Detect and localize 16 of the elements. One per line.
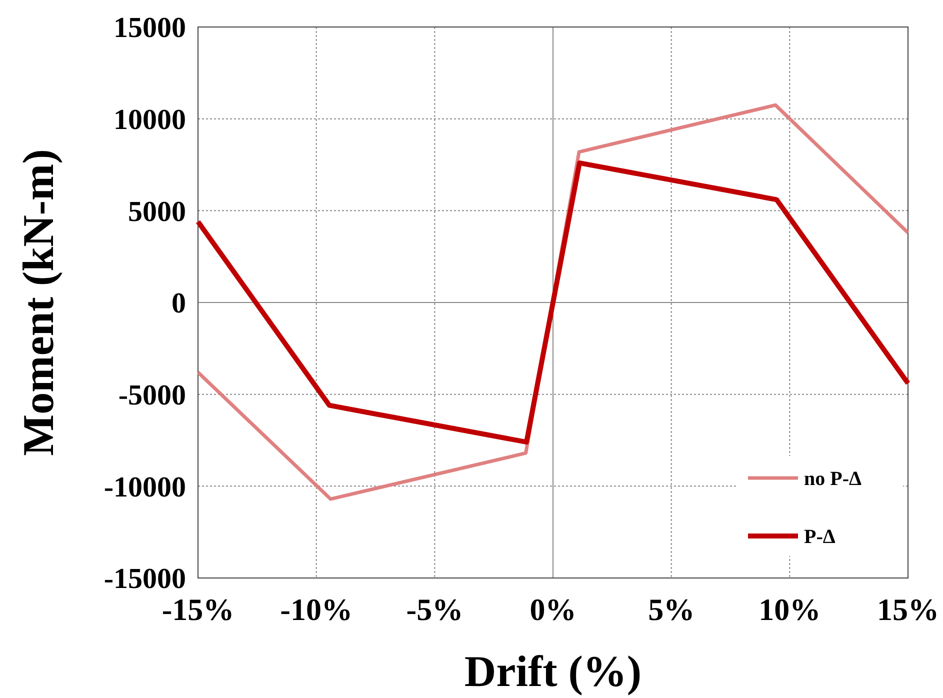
x-tick-label: 15% <box>877 592 939 627</box>
y-tick-label: 10000 <box>114 104 186 136</box>
y-tick-label: -10000 <box>104 471 186 504</box>
x-tick-label: 0% <box>530 592 576 627</box>
x-axis-title: Drift (%) <box>464 647 642 696</box>
y-tick-label: -5000 <box>118 379 186 412</box>
x-tick-label: -10% <box>280 592 352 627</box>
x-tick-label: 5% <box>648 592 695 627</box>
x-tick-label: -5% <box>406 592 464 627</box>
x-tick-label: 10% <box>758 592 821 627</box>
legend-label: no P-Δ <box>804 468 862 490</box>
legend-label: P-Δ <box>804 526 836 548</box>
y-axis-title: Moment (kN-m) <box>14 149 63 456</box>
y-tick-label: 15000 <box>114 12 186 44</box>
y-tick-label: 0 <box>172 288 186 320</box>
y-tick-label: 5000 <box>128 196 186 228</box>
